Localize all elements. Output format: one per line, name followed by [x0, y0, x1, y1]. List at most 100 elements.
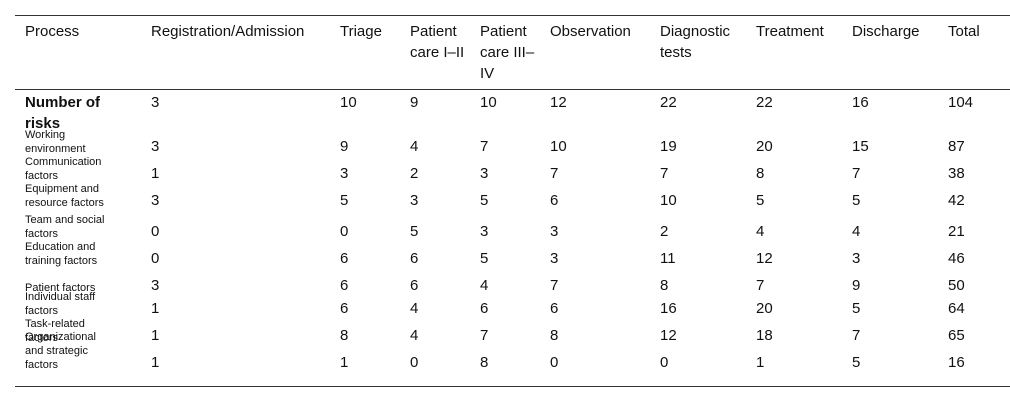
header-cell: Registration/Admission — [151, 23, 305, 40]
value-cell: 87 — [948, 138, 965, 155]
value-cell: 42 — [948, 192, 965, 209]
value-cell: 0 — [410, 354, 419, 371]
value-cell: 9 — [852, 277, 861, 294]
value-cell: 2 — [660, 223, 669, 240]
value-cell: 6 — [550, 300, 559, 317]
value-cell: 3 — [151, 138, 160, 155]
value-cell: 12 — [550, 94, 567, 111]
value-cell: 7 — [550, 165, 559, 182]
value-cell: 5 — [480, 192, 489, 209]
value-cell: 5 — [852, 300, 861, 317]
value-cell: 8 — [340, 327, 349, 344]
value-cell: 3 — [550, 223, 559, 240]
value-cell: 7 — [852, 327, 861, 344]
row-label: Task-related factors — [25, 318, 85, 344]
value-cell: 5 — [480, 250, 489, 267]
value-cell: 19 — [660, 138, 677, 155]
value-cell: 1 — [151, 165, 160, 182]
value-cell: 8 — [480, 354, 489, 371]
value-cell: 3 — [151, 192, 160, 209]
value-cell: 6 — [340, 250, 349, 267]
header-cell: Process — [25, 23, 80, 40]
value-cell: 18 — [756, 327, 773, 344]
value-cell: 8 — [550, 327, 559, 344]
value-cell: 1 — [151, 354, 160, 371]
value-cell: 10 — [660, 192, 677, 209]
value-cell: 6 — [340, 277, 349, 294]
value-cell: 6 — [410, 277, 419, 294]
value-cell: 10 — [550, 138, 567, 155]
value-cell: 4 — [480, 277, 489, 294]
value-cell: 22 — [756, 94, 773, 111]
row-label: Equipment and resource factors — [25, 183, 104, 209]
value-cell: 3 — [480, 165, 489, 182]
value-cell: 3 — [151, 277, 160, 294]
value-cell: 4 — [410, 327, 419, 344]
value-cell: 0 — [340, 223, 349, 240]
value-cell: 11 — [660, 250, 676, 267]
row-label: Communication factors — [25, 156, 102, 182]
value-cell: 1 — [756, 354, 765, 371]
value-cell: 20 — [756, 138, 773, 155]
header-rule — [15, 89, 1010, 90]
header-cell: Discharge — [852, 23, 920, 40]
row-label: Education and training factors — [25, 241, 98, 267]
value-cell: 7 — [660, 165, 669, 182]
value-cell: 0 — [660, 354, 669, 371]
header-cell: Observation — [550, 23, 631, 40]
value-cell: 3 — [340, 165, 349, 182]
header-cell: Patient care I–II — [410, 23, 465, 61]
value-cell: 5 — [852, 192, 861, 209]
header-cell: Total — [948, 23, 980, 40]
value-cell: 3 — [410, 192, 419, 209]
value-cell: 3 — [480, 223, 489, 240]
header-cell: Triage — [340, 23, 382, 40]
row-label: Patient factors — [25, 282, 96, 294]
header-cell: Treatment — [756, 23, 824, 40]
value-cell: 1 — [151, 327, 160, 344]
value-cell: 46 — [948, 250, 965, 267]
value-cell: 16 — [852, 94, 869, 111]
value-cell: 15 — [852, 138, 869, 155]
value-cell: 7 — [756, 277, 765, 294]
value-cell: 5 — [340, 192, 349, 209]
row-label: Number of risks — [25, 94, 100, 132]
row-label: Individual staff factors — [25, 291, 96, 317]
value-cell: 20 — [756, 300, 773, 317]
value-cell: 65 — [948, 327, 965, 344]
value-cell: 22 — [660, 94, 677, 111]
value-cell: 7 — [550, 277, 559, 294]
value-cell: 4 — [852, 223, 861, 240]
value-cell: 6 — [480, 300, 489, 317]
value-cell: 3 — [852, 250, 861, 267]
value-cell: 21 — [948, 223, 965, 240]
value-cell: 12 — [756, 250, 773, 267]
value-cell: 6 — [550, 192, 559, 209]
value-cell: 7 — [480, 138, 489, 155]
value-cell: 104 — [948, 94, 974, 111]
value-cell: 8 — [756, 165, 765, 182]
bottom-rule — [15, 386, 1010, 387]
value-cell: 4 — [756, 223, 765, 240]
value-cell: 5 — [852, 354, 861, 371]
value-cell: 6 — [340, 300, 349, 317]
value-cell: 5 — [410, 223, 419, 240]
value-cell: 1 — [340, 354, 349, 371]
value-cell: 10 — [340, 94, 357, 111]
row-label: Working environment — [25, 129, 86, 155]
value-cell: 7 — [852, 165, 861, 182]
value-cell: 6 — [410, 250, 419, 267]
value-cell: 0 — [151, 250, 160, 267]
value-cell: 64 — [948, 300, 965, 317]
value-cell: 3 — [550, 250, 559, 267]
row-label: Organizational and strategic factors — [25, 331, 96, 371]
value-cell: 38 — [948, 165, 965, 182]
value-cell: 0 — [550, 354, 559, 371]
value-cell: 0 — [151, 223, 160, 240]
value-cell: 12 — [660, 327, 677, 344]
value-cell: 5 — [756, 192, 765, 209]
value-cell: 1 — [151, 300, 160, 317]
value-cell: 4 — [410, 300, 419, 317]
value-cell: 16 — [660, 300, 677, 317]
